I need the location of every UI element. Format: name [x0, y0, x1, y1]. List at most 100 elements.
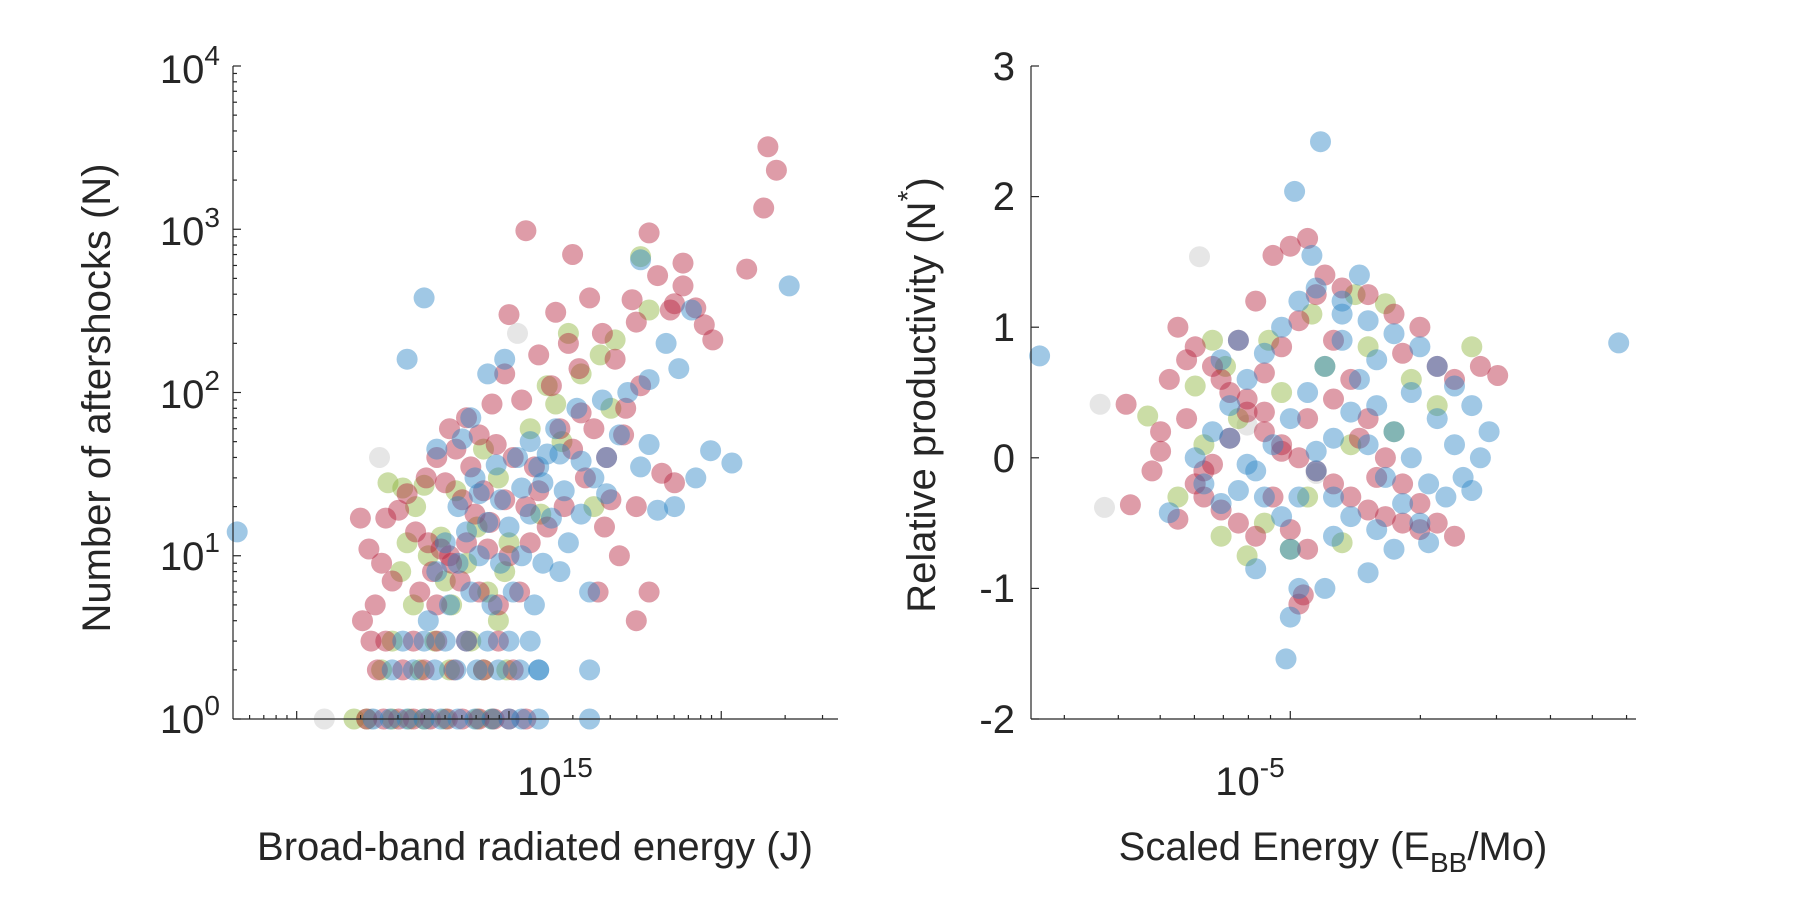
data-point-blue	[519, 431, 541, 453]
data-point-blue	[1426, 408, 1448, 430]
data-point-red	[371, 552, 393, 574]
data-point-red	[456, 630, 477, 652]
data-point-red	[604, 348, 626, 370]
data-point-blue	[1418, 473, 1440, 495]
data-point-red	[1271, 434, 1293, 456]
data-point-red	[392, 659, 414, 681]
data-point-blue	[426, 561, 448, 583]
data-point-blue	[1236, 453, 1258, 475]
data-point-blue	[579, 581, 601, 603]
data-point-red	[1253, 362, 1275, 384]
data-point-red	[415, 467, 437, 489]
data-point-blue	[439, 594, 460, 616]
data-point-blue	[511, 545, 533, 567]
data-point-green	[1340, 434, 1362, 456]
data-point-red	[540, 375, 562, 397]
data-point-red	[1236, 401, 1258, 423]
data-point-red	[621, 289, 643, 311]
data-point-green	[1258, 329, 1280, 351]
data-point-red	[349, 507, 371, 529]
data-point-blue	[1202, 421, 1223, 443]
data-point-blue	[579, 659, 601, 681]
data-point-blue	[434, 532, 456, 554]
left-y-tick-label: 100	[160, 690, 220, 742]
data-point-red	[570, 402, 592, 424]
data-point-green	[494, 561, 516, 583]
data-point-blue	[1357, 434, 1379, 456]
data-point-blue	[477, 511, 499, 533]
data-point-red	[1150, 421, 1172, 443]
data-point-blue	[549, 561, 571, 583]
data-point-blue	[668, 358, 690, 380]
data-point-red	[1383, 303, 1405, 325]
data-point-green	[1137, 405, 1159, 427]
data-point-red	[1357, 499, 1379, 521]
data-point-red	[1167, 316, 1189, 338]
data-point-red	[1279, 519, 1301, 541]
data-point-green	[496, 659, 518, 681]
data-point-red	[1340, 368, 1362, 390]
data-point-blue	[1158, 502, 1180, 524]
data-point-red	[672, 252, 694, 274]
data-point-green	[456, 552, 477, 574]
data-point-red	[549, 418, 571, 440]
data-point-blue	[1271, 506, 1293, 528]
data-point-blue	[434, 630, 456, 652]
data-point-blue	[1271, 316, 1293, 338]
data-point-gray	[1089, 393, 1111, 415]
data-point-blue	[1219, 395, 1241, 417]
data-point-red	[625, 610, 647, 632]
data-point-gray	[1189, 246, 1210, 268]
data-point-blue	[1340, 401, 1362, 423]
data-point-green	[409, 659, 431, 681]
data-point-red	[1426, 512, 1448, 534]
data-point-red	[405, 521, 427, 543]
data-point-blue	[456, 521, 477, 543]
data-point-green	[405, 496, 427, 518]
data-point-red	[1374, 447, 1396, 469]
data-point-red	[1444, 525, 1465, 547]
data-point-blue	[460, 581, 482, 603]
data-point-green	[1227, 408, 1249, 430]
data-point-gray	[1094, 496, 1115, 518]
data-point-green	[1297, 486, 1319, 508]
data-point-green	[498, 532, 520, 554]
data-point-blue	[596, 447, 618, 468]
data-point-green	[638, 299, 660, 321]
data-point-red	[1288, 447, 1310, 469]
data-point-red	[441, 552, 463, 574]
data-point-green	[371, 659, 393, 681]
data-point-red	[528, 480, 550, 502]
data-point-blue	[494, 348, 516, 370]
data-point-blue	[630, 249, 652, 271]
data-point-blue	[1452, 466, 1474, 488]
data-point-red	[1115, 393, 1137, 415]
left-y-tick-label: 101	[160, 527, 220, 579]
data-point-red	[757, 136, 779, 158]
data-point-red	[473, 659, 494, 681]
data-point-red	[664, 472, 685, 494]
data-point-blue	[1210, 349, 1232, 371]
data-point-red	[456, 532, 477, 554]
data-point-blue	[1608, 332, 1630, 354]
data-point-red	[366, 659, 388, 681]
data-point-red	[685, 297, 707, 319]
data-point-red	[664, 293, 685, 315]
data-point-green	[390, 561, 412, 583]
data-point-blue	[226, 521, 248, 543]
data-point-blue	[464, 467, 486, 489]
chart-right: -2 -1 0 1 2 3 10-5 Scaled Energy (EBB/Mo…	[892, 45, 1636, 878]
data-point-red	[487, 630, 509, 652]
data-point-red	[583, 418, 605, 440]
data-point-blue	[1245, 558, 1267, 580]
data-point-red	[375, 507, 397, 529]
data-point-blue	[1478, 421, 1500, 443]
data-point-red	[1184, 473, 1206, 495]
data-point-red	[468, 581, 490, 603]
data-point-red	[439, 418, 460, 440]
data-point-blue	[1288, 290, 1310, 312]
data-point-red	[1331, 277, 1353, 299]
data-point-green	[600, 397, 622, 419]
data-point-blue	[532, 472, 554, 494]
data-point-red	[1297, 538, 1319, 560]
